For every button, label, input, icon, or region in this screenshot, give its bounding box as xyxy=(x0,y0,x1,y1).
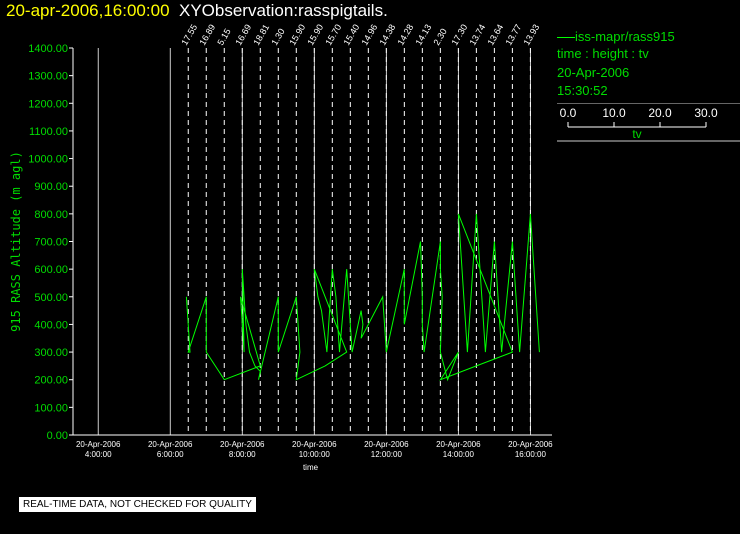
y-axis-label: 915 RASS Altitude (m agl) xyxy=(9,151,23,332)
profile-label: 1.30 xyxy=(269,27,286,47)
profile-label: 16.69 xyxy=(233,22,253,47)
y-tick-label: 1400.00 xyxy=(28,43,68,55)
title-timestamp: 20-apr-2006,16:00:00 xyxy=(6,1,170,20)
legend-series-label: iss-mapr/rass915 xyxy=(575,29,675,44)
legend-scale-tick-label: 10.0 xyxy=(602,106,626,120)
profile-label: 13.93 xyxy=(521,22,541,47)
x-tick-time: 4:00:00 xyxy=(85,450,112,459)
plot-area: 0.00 100.00 200.00 300.00 400.00 500.00 600.00… xyxy=(9,22,553,472)
profile-label: 14.96 xyxy=(359,22,379,47)
y-tick-label: 700.00 xyxy=(34,237,68,249)
y-tick-label: 100.00 xyxy=(34,402,68,414)
y-tick-label: 300.00 xyxy=(34,347,68,359)
profile-label: 17.30 xyxy=(449,22,469,47)
profile-label: 15.90 xyxy=(305,22,325,47)
y-tick-label: 400.00 xyxy=(34,319,68,331)
profile-label: 13.77 xyxy=(503,22,523,47)
y-tick-label: 1200.00 xyxy=(28,98,68,110)
profile-label: 13.64 xyxy=(485,22,505,47)
y-tick-label: 1100.00 xyxy=(29,126,68,138)
x-tick-date: 20-Apr-2006 xyxy=(220,440,265,449)
x-tick-time: 8:00:00 xyxy=(229,450,256,459)
quality-notice: REAL-TIME DATA, NOT CHECKED FOR QUALITY xyxy=(19,497,256,512)
x-tick-date: 20-Apr-2006 xyxy=(148,440,193,449)
title-text: XYObservation:rasspigtails. xyxy=(178,1,388,20)
profile-label: 2.30 xyxy=(431,27,448,47)
x-tick-time: 16:00:00 xyxy=(515,450,547,459)
profile-label: 15.70 xyxy=(323,22,343,47)
profile-label: 5.15 xyxy=(215,27,232,47)
profile-label: 14.13 xyxy=(413,22,433,47)
legend-scale-tick-label: 20.0 xyxy=(648,106,672,120)
legend-line-swatch xyxy=(557,37,575,39)
x-tick-time: 10:00:00 xyxy=(299,450,331,459)
x-tick-date: 20-Apr-2006 xyxy=(436,440,481,449)
legend-scale-tick-label: 0.0 xyxy=(560,106,577,120)
profile-label: 14.38 xyxy=(377,22,397,47)
legend-date: 20-Apr-2006 xyxy=(557,65,630,80)
x-tick-date: 20-Apr-2006 xyxy=(76,440,121,449)
legend-axes-desc: time : height : tv xyxy=(557,46,649,61)
x-axis-label: time xyxy=(303,463,319,472)
y-tick-label: 800.00 xyxy=(34,209,68,221)
x-tick-time: 12:00:00 xyxy=(371,450,403,459)
x-tick-time: 6:00:00 xyxy=(157,450,184,459)
y-tick-label: 1300.00 xyxy=(28,71,68,83)
legend-scale-label: tv xyxy=(632,127,641,141)
profile-label: 13.74 xyxy=(467,22,487,47)
y-tick-label: 200.00 xyxy=(34,375,68,387)
x-tick-date: 20-Apr-2006 xyxy=(508,440,553,449)
x-tick-date: 20-Apr-2006 xyxy=(292,440,337,449)
profile-label: 18.81 xyxy=(251,22,271,47)
profile-label: 17.55 xyxy=(179,22,199,47)
chart-title: 20-apr-2006,16:00:00 XYObservation:rassp… xyxy=(6,1,388,21)
x-tick-time: 14:00:00 xyxy=(443,450,475,459)
legend-scale: 0.0 10.0 20.0 30.0 tv xyxy=(557,103,740,142)
x-tick-date: 20-Apr-2006 xyxy=(364,440,409,449)
profile-label: 16.89 xyxy=(197,22,217,47)
legend-time: 15:30:52 xyxy=(557,83,608,98)
y-tick-label: 1000.00 xyxy=(28,154,68,166)
y-tick-label: 0.00 xyxy=(47,430,68,442)
y-tick-label: 500.00 xyxy=(34,292,68,304)
legend-series: iss-mapr/rass915 xyxy=(557,29,675,44)
y-tick-label: 900.00 xyxy=(34,181,68,193)
legend-scale-tick-label: 30.0 xyxy=(694,106,718,120)
y-tick-label: 600.00 xyxy=(34,264,68,276)
profile-label: 14.28 xyxy=(395,22,415,47)
rass-trace-line xyxy=(185,213,540,382)
profile-label: 15.90 xyxy=(287,22,307,47)
profile-label: 15.40 xyxy=(341,22,361,47)
